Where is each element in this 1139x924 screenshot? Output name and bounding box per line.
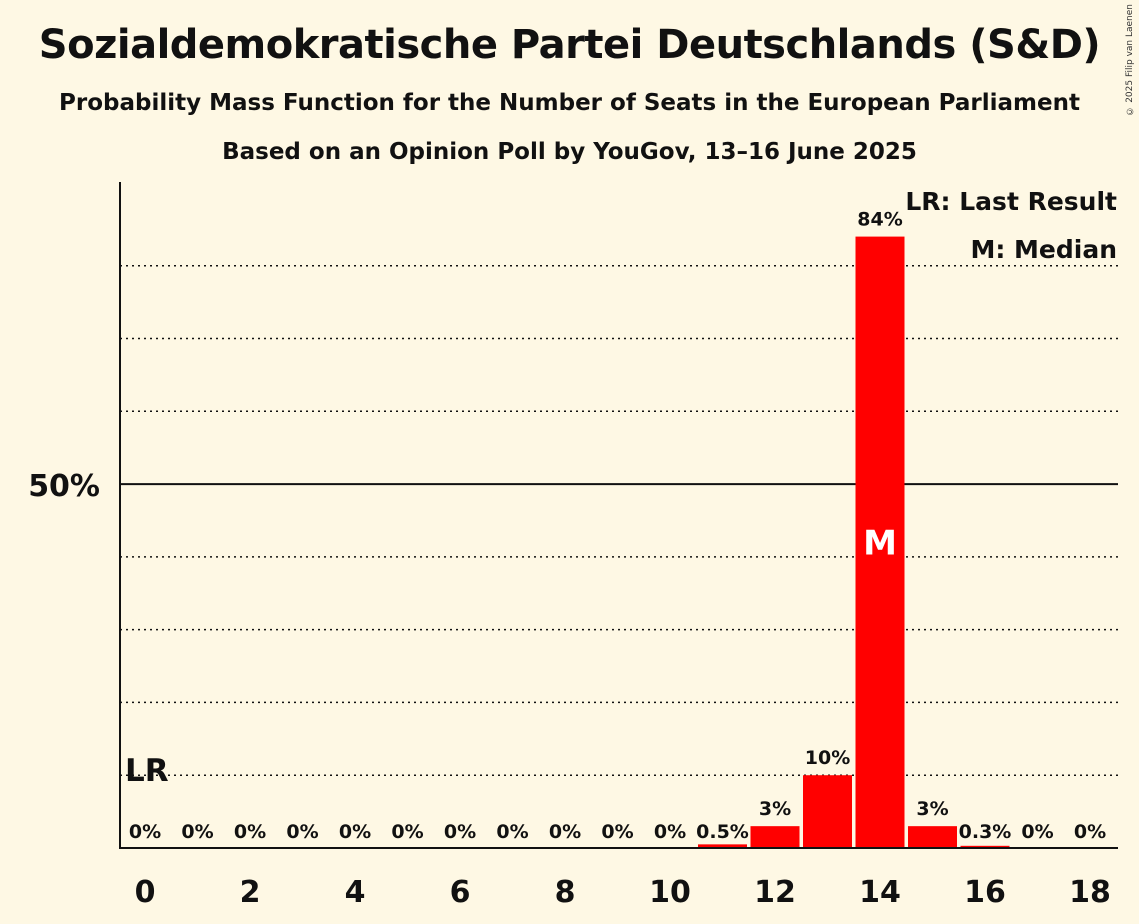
median-marker: M bbox=[863, 523, 897, 563]
bar-value-label: 0% bbox=[234, 821, 266, 843]
bars bbox=[698, 236, 1010, 849]
legend: LR: Last Result M: Median bbox=[905, 187, 1117, 264]
legend-last-result: LR: Last Result bbox=[905, 187, 1117, 216]
bar-value-label: 10% bbox=[805, 747, 850, 769]
x-tick-label: 18 bbox=[1069, 875, 1111, 910]
legend-median: M: Median bbox=[970, 235, 1117, 264]
bar-value-label: 0% bbox=[654, 821, 686, 843]
bar-value-label: 0% bbox=[1021, 821, 1053, 843]
last-result-marker: LR bbox=[125, 753, 169, 789]
x-tick-label: 4 bbox=[345, 875, 366, 910]
bar-value-label: 0% bbox=[339, 821, 371, 843]
x-tick-label: 12 bbox=[754, 875, 796, 910]
bar-seat-14 bbox=[855, 236, 905, 849]
bar-value-label: 0% bbox=[391, 821, 423, 843]
bar-value-label: 0% bbox=[549, 821, 581, 843]
bar-value-label: 3% bbox=[759, 798, 791, 820]
bar-seat-13 bbox=[803, 775, 852, 848]
bar-seat-15 bbox=[908, 826, 957, 848]
bar-value-label: 0.5% bbox=[696, 821, 749, 843]
bar-value-label: 84% bbox=[857, 209, 902, 231]
x-tick-label: 14 bbox=[859, 875, 901, 910]
bar-value-label: 3% bbox=[916, 798, 948, 820]
bar-value-label: 0% bbox=[129, 821, 161, 843]
x-tick-label: 2 bbox=[240, 875, 261, 910]
bar-value-label: 0% bbox=[1074, 821, 1106, 843]
x-tick-label: 10 bbox=[649, 875, 691, 910]
bar-value-label: 0.3% bbox=[959, 821, 1012, 843]
gridlines bbox=[120, 264, 1118, 776]
x-tick-label: 16 bbox=[964, 875, 1006, 910]
axes: 0 2 4 6 8 10 12 14 16 18 50% bbox=[28, 182, 1118, 910]
bar-value-labels: 0% 0% 0% 0% 0% 0% 0% 0% 0% 0% 0% 0.5% 3% 10% 84% 3% 0.3%… bbox=[125, 209, 1106, 843]
chart-subtitle: Probability Mass Function for the Number… bbox=[59, 90, 1080, 116]
bar-seat-16 bbox=[960, 845, 1010, 848]
bar-value-label: 0% bbox=[496, 821, 528, 843]
bar-seat-11 bbox=[698, 844, 747, 848]
bar-value-label: 0% bbox=[601, 821, 633, 843]
bar-value-label: 0% bbox=[444, 821, 476, 843]
y-tick-label: 50% bbox=[28, 469, 100, 504]
bar-seat-12 bbox=[750, 826, 800, 848]
x-tick-label: 8 bbox=[555, 875, 576, 910]
x-tick-label: 0 bbox=[135, 875, 156, 910]
x-tick-label: 6 bbox=[450, 875, 471, 910]
bar-value-label: 0% bbox=[181, 821, 213, 843]
chart-source: Based on an Opinion Poll by YouGov, 13–1… bbox=[222, 139, 917, 165]
chart-title: Sozialdemokratische Partei Deutschlands … bbox=[38, 22, 1101, 68]
bar-value-label: 0% bbox=[286, 821, 318, 843]
